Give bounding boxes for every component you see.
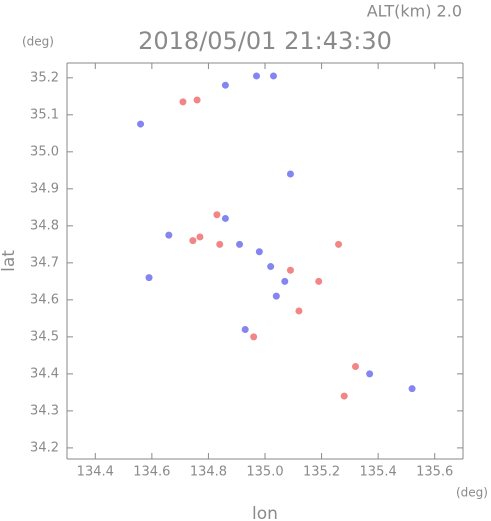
- echo-point: [340, 392, 348, 400]
- echo-point: [269, 72, 277, 80]
- echo-point: [213, 211, 221, 219]
- echo-point: [221, 81, 229, 89]
- echo-point: [216, 240, 224, 248]
- x-tick-label: 135.6: [416, 465, 453, 480]
- y-tick-label: 34.2: [30, 440, 59, 455]
- echo-point: [315, 277, 323, 285]
- y-tick-label: 34.3: [30, 403, 59, 418]
- y-tick-label: 34.6: [30, 292, 59, 307]
- x-tick-label: 134.8: [190, 465, 227, 480]
- chart-title: 2018/05/01 21:43:30: [138, 27, 392, 55]
- x-tick-label: 135.0: [246, 465, 283, 480]
- y-axis-label: lat: [0, 250, 19, 272]
- y-tick-label: 35.2: [30, 70, 59, 85]
- echo-point: [255, 248, 263, 256]
- y-tick-label: 34.8: [30, 218, 59, 233]
- echo-point: [179, 98, 187, 106]
- y-tick-label: 34.9: [30, 181, 59, 196]
- y-tick-label: 34.7: [30, 255, 59, 270]
- altitude-label: ALT(km) 2.0: [367, 2, 462, 21]
- x-tick-label: 134.6: [133, 465, 170, 480]
- echo-point: [366, 370, 374, 378]
- x-axis-label: lon: [252, 504, 278, 521]
- echo-point: [253, 72, 261, 80]
- x-tick-label: 135.4: [360, 465, 397, 480]
- echo-point: [408, 385, 416, 393]
- echo-point: [196, 233, 204, 241]
- echo-point: [335, 240, 343, 248]
- echo-point: [272, 292, 280, 300]
- echo-point: [267, 263, 275, 271]
- y-tick-label: 35.1: [30, 107, 59, 122]
- x-tick-label: 134.4: [77, 465, 114, 480]
- echo-point: [193, 96, 201, 104]
- plot-frame: [66, 62, 464, 460]
- x-unit: (deg): [456, 486, 488, 500]
- echo-point: [250, 333, 258, 341]
- y-tick-label: 35.0: [30, 144, 59, 159]
- echo-point: [286, 266, 294, 274]
- echo-point: [221, 214, 229, 222]
- echo-point: [236, 240, 244, 248]
- echo-point: [286, 170, 294, 178]
- echo-point: [165, 231, 173, 239]
- y-unit: (deg): [22, 35, 54, 49]
- echo-point: [295, 307, 303, 315]
- y-tick-label: 34.5: [30, 329, 59, 344]
- echo-point: [137, 120, 145, 128]
- echo-point: [281, 277, 289, 285]
- echo-point: [241, 325, 249, 333]
- y-tick-label: 34.4: [30, 366, 59, 381]
- echo-point: [189, 237, 197, 245]
- echo-point: [145, 274, 153, 282]
- echo-point: [352, 362, 360, 370]
- x-tick-label: 135.2: [303, 465, 340, 480]
